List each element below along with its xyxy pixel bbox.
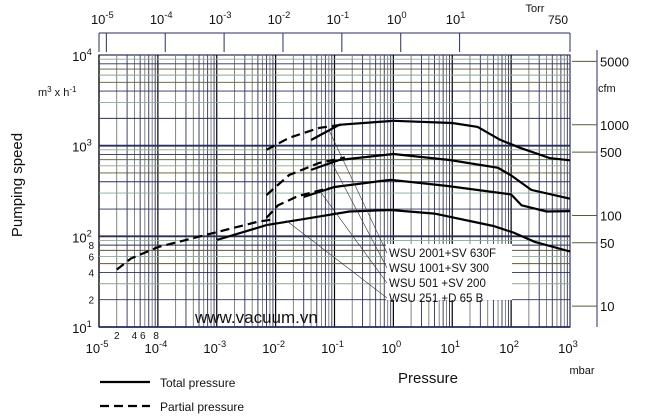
y-tick-label: 101 bbox=[72, 319, 92, 336]
right-axis-tick-label: 5000 bbox=[600, 54, 629, 69]
top-axis-tick-label: 10-5 bbox=[91, 10, 114, 27]
legend-partial-pressure: Partial pressure bbox=[160, 400, 244, 414]
right-axis-tick-label: 500 bbox=[600, 145, 622, 160]
series-label: WSU 251 +D 65 B bbox=[389, 293, 484, 305]
x-tick-label: 10-1 bbox=[321, 339, 344, 356]
right-axis-tick-label: 10 bbox=[600, 299, 614, 314]
total-pressure-curve-3 bbox=[216, 208, 571, 253]
y-minor-label: 6 bbox=[88, 252, 94, 263]
x-tick-label: 10-2 bbox=[262, 339, 285, 356]
top-axis-tick-label: 10-4 bbox=[150, 10, 173, 27]
y-tick-label: 103 bbox=[72, 138, 92, 155]
partial-pressure-curve-1 bbox=[265, 156, 346, 196]
top-axis-end-label: 750 bbox=[548, 13, 568, 27]
y-minor-label: 2 bbox=[88, 296, 94, 307]
x-tick-label: 101 bbox=[440, 339, 460, 356]
x-tick-label: 102 bbox=[499, 339, 519, 356]
legend-total-pressure: Total pressure bbox=[160, 376, 236, 390]
top-axis-tick-label: 100 bbox=[387, 10, 407, 27]
watermark: www.vacuum.vn bbox=[194, 308, 318, 327]
leader-line bbox=[328, 129, 388, 254]
series-label: WSU 1001+SV 300 bbox=[389, 263, 489, 275]
top-axis-tick-label: 10-3 bbox=[209, 10, 232, 27]
top-axis-tick-label: 10-1 bbox=[326, 10, 349, 27]
x-tick-label: 103 bbox=[558, 339, 578, 356]
x-tick-label: 10-5 bbox=[86, 339, 109, 356]
total-pressure-curve-1 bbox=[310, 152, 571, 200]
x-minor-label: 2 bbox=[114, 331, 120, 342]
top-axis-tick-label: 101 bbox=[446, 10, 466, 27]
x-tick-label: 100 bbox=[382, 339, 402, 356]
x-axis-label: Pressure bbox=[398, 370, 458, 387]
series-label: WSU 2001+SV 630F bbox=[389, 248, 496, 260]
y-axis-label: Pumping speed bbox=[9, 133, 26, 237]
y-tick-label: 102 bbox=[72, 228, 92, 245]
y-tick-label: 104 bbox=[72, 47, 92, 64]
right-axis-unit: cfm bbox=[598, 83, 616, 95]
x-minor-label: 6 bbox=[140, 331, 146, 342]
x-axis-unit: mbar bbox=[569, 365, 594, 377]
right-axis-tick-label: 1000 bbox=[600, 118, 629, 133]
partial-pressure-curve-3 bbox=[116, 218, 276, 271]
series-label: WSU 501 +SV 200 bbox=[389, 278, 486, 290]
series-label-box bbox=[386, 244, 512, 300]
top-axis-unit: Torr bbox=[526, 3, 545, 15]
leader-line bbox=[285, 220, 388, 299]
partial-pressure-curve-2 bbox=[265, 187, 330, 219]
y-axis-unit: m3 x h-1 bbox=[38, 85, 77, 99]
right-axis-tick-label: 50 bbox=[600, 236, 614, 251]
total-pressure-curve-0 bbox=[310, 119, 571, 162]
leader-line bbox=[331, 162, 388, 269]
x-tick-label: 10-4 bbox=[144, 339, 167, 356]
x-tick-label: 10-3 bbox=[203, 339, 226, 356]
right-axis-tick-label: 100 bbox=[600, 208, 622, 223]
y-minor-label: 8 bbox=[88, 241, 94, 252]
y-minor-label: 4 bbox=[88, 268, 94, 279]
x-minor-label: 8 bbox=[153, 331, 159, 342]
x-minor-label: 4 bbox=[132, 331, 138, 342]
top-axis-tick-label: 10-2 bbox=[268, 10, 291, 27]
leader-line bbox=[321, 192, 388, 284]
